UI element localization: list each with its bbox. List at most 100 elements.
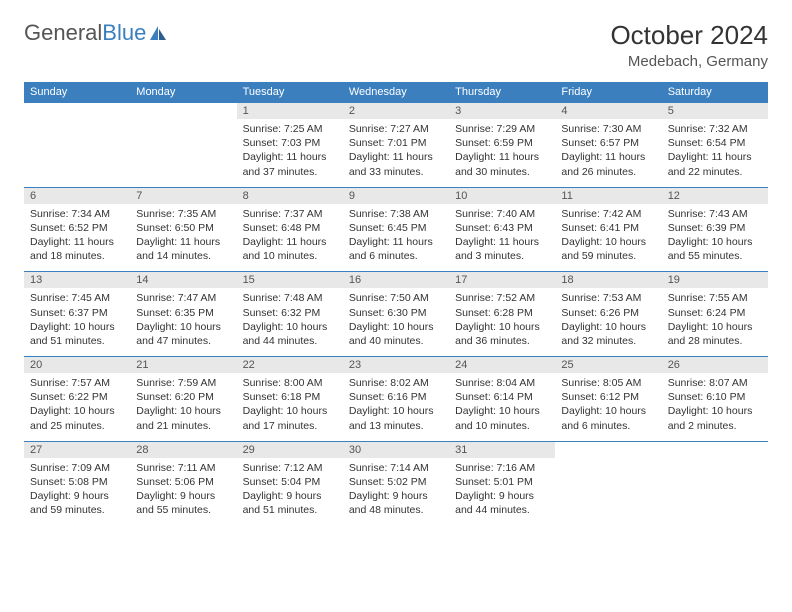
- day-body: Sunrise: 7:45 AMSunset: 6:37 PMDaylight:…: [24, 288, 130, 356]
- sunrise-line: Sunrise: 7:47 AM: [136, 291, 230, 305]
- sunrise-line: Sunrise: 7:45 AM: [30, 291, 124, 305]
- calendar-day: 5 Sunrise: 7:32 AMSunset: 6:54 PMDaylight…: [662, 103, 768, 188]
- sunset-line: Sunset: 6:12 PM: [561, 390, 655, 404]
- calendar-empty: [24, 103, 130, 188]
- day-body: Sunrise: 8:07 AMSunset: 6:10 PMDaylight:…: [662, 373, 768, 441]
- daylight-line: Daylight: 11 hours and 3 minutes.: [455, 235, 549, 263]
- day-number: 26: [662, 357, 768, 373]
- sunset-line: Sunset: 7:03 PM: [243, 136, 337, 150]
- day-number: 20: [24, 357, 130, 373]
- sunset-line: Sunset: 6:22 PM: [30, 390, 124, 404]
- sunrise-line: Sunrise: 7:48 AM: [243, 291, 337, 305]
- daylight-line: Daylight: 10 hours and 55 minutes.: [668, 235, 762, 263]
- calendar-day: 22Sunrise: 8:00 AMSunset: 6:18 PMDayligh…: [237, 357, 343, 442]
- day-body: Sunrise: 7:16 AMSunset: 5:01 PMDaylight:…: [449, 458, 555, 526]
- calendar-day: 7Sunrise: 7:35 AMSunset: 6:50 PMDaylight…: [130, 187, 236, 272]
- day-number: 27: [24, 442, 130, 458]
- calendar-row: 1Sunrise: 7:25 AMSunset: 7:03 PMDaylight…: [24, 103, 768, 188]
- calendar-day: 10Sunrise: 7:40 AMSunset: 6:43 PMDayligh…: [449, 187, 555, 272]
- sunrise-line: Sunrise: 7:35 AM: [136, 207, 230, 221]
- day-body: Sunrise: 7:09 AMSunset: 5:08 PMDaylight:…: [24, 458, 130, 526]
- day-number: 10: [449, 188, 555, 204]
- day-number: 3: [449, 103, 555, 119]
- day-number: 5: [662, 103, 768, 119]
- daylight-line: Daylight: 11 hours and 18 minutes.: [30, 235, 124, 263]
- day-number: 19: [662, 272, 768, 288]
- sunset-line: Sunset: 6:24 PM: [668, 306, 762, 320]
- calendar-day: 18Sunrise: 7:53 AMSunset: 6:26 PMDayligh…: [555, 272, 661, 357]
- daylight-line: Daylight: 10 hours and 51 minutes.: [30, 320, 124, 348]
- day-number: 18: [555, 272, 661, 288]
- sunrise-line: Sunrise: 7:55 AM: [668, 291, 762, 305]
- calendar-day: 26Sunrise: 8:07 AMSunset: 6:10 PMDayligh…: [662, 357, 768, 442]
- day-body: Sunrise: 7:55 AMSunset: 6:24 PMDaylight:…: [662, 288, 768, 356]
- sunset-line: Sunset: 6:32 PM: [243, 306, 337, 320]
- daylight-line: Daylight: 10 hours and 25 minutes.: [30, 404, 124, 432]
- weekday-header: Sunday: [24, 82, 130, 103]
- calendar-body: 1Sunrise: 7:25 AMSunset: 7:03 PMDaylight…: [24, 103, 768, 526]
- daylight-line: Daylight: 10 hours and 10 minutes.: [455, 404, 549, 432]
- title-block: October 2024 Medebach, Germany: [610, 20, 768, 70]
- calendar-row: 27Sunrise: 7:09 AMSunset: 5:08 PMDayligh…: [24, 441, 768, 525]
- day-body: Sunrise: 7:25 AMSunset: 7:03 PMDaylight:…: [237, 119, 343, 187]
- sunrise-line: Sunrise: 7:25 AM: [243, 122, 337, 136]
- daylight-line: Daylight: 10 hours and 17 minutes.: [243, 404, 337, 432]
- calendar-day: 17Sunrise: 7:52 AMSunset: 6:28 PMDayligh…: [449, 272, 555, 357]
- calendar-day: 19Sunrise: 7:55 AMSunset: 6:24 PMDayligh…: [662, 272, 768, 357]
- weekday-header: Monday: [130, 82, 236, 103]
- day-body: Sunrise: 7:14 AMSunset: 5:02 PMDaylight:…: [343, 458, 449, 526]
- calendar-empty: [662, 441, 768, 525]
- daylight-line: Daylight: 11 hours and 22 minutes.: [668, 150, 762, 178]
- weekday-header: Saturday: [662, 82, 768, 103]
- sunrise-line: Sunrise: 8:07 AM: [668, 376, 762, 390]
- calendar-day: 31Sunrise: 7:16 AMSunset: 5:01 PMDayligh…: [449, 441, 555, 525]
- sunset-line: Sunset: 6:54 PM: [668, 136, 762, 150]
- sunrise-line: Sunrise: 7:12 AM: [243, 461, 337, 475]
- day-body: Sunrise: 8:04 AMSunset: 6:14 PMDaylight:…: [449, 373, 555, 441]
- weekday-header: Friday: [555, 82, 661, 103]
- sunset-line: Sunset: 5:08 PM: [30, 475, 124, 489]
- daylight-line: Daylight: 10 hours and 36 minutes.: [455, 320, 549, 348]
- calendar-day: 30Sunrise: 7:14 AMSunset: 5:02 PMDayligh…: [343, 441, 449, 525]
- calendar-day: 8Sunrise: 7:37 AMSunset: 6:48 PMDaylight…: [237, 187, 343, 272]
- logo-sail-icon: [148, 24, 168, 42]
- sunrise-line: Sunrise: 7:59 AM: [136, 376, 230, 390]
- day-number: 2: [343, 103, 449, 119]
- daylight-line: Daylight: 10 hours and 44 minutes.: [243, 320, 337, 348]
- daylight-line: Daylight: 11 hours and 33 minutes.: [349, 150, 443, 178]
- sunrise-line: Sunrise: 7:38 AM: [349, 207, 443, 221]
- day-body: Sunrise: 7:38 AMSunset: 6:45 PMDaylight:…: [343, 204, 449, 272]
- logo: GeneralBlue: [24, 20, 168, 46]
- calendar-day: 14Sunrise: 7:47 AMSunset: 6:35 PMDayligh…: [130, 272, 236, 357]
- sunset-line: Sunset: 6:52 PM: [30, 221, 124, 235]
- day-number: 14: [130, 272, 236, 288]
- calendar-day: 11Sunrise: 7:42 AMSunset: 6:41 PMDayligh…: [555, 187, 661, 272]
- sunset-line: Sunset: 6:20 PM: [136, 390, 230, 404]
- day-number: 15: [237, 272, 343, 288]
- calendar-row: 13Sunrise: 7:45 AMSunset: 6:37 PMDayligh…: [24, 272, 768, 357]
- sunset-line: Sunset: 6:28 PM: [455, 306, 549, 320]
- sunrise-line: Sunrise: 8:04 AM: [455, 376, 549, 390]
- daylight-line: Daylight: 11 hours and 30 minutes.: [455, 150, 549, 178]
- day-body: Sunrise: 8:00 AMSunset: 6:18 PMDaylight:…: [237, 373, 343, 441]
- month-title: October 2024: [610, 20, 768, 51]
- calendar-day: 9Sunrise: 7:38 AMSunset: 6:45 PMDaylight…: [343, 187, 449, 272]
- sunset-line: Sunset: 6:45 PM: [349, 221, 443, 235]
- sunrise-line: Sunrise: 7:09 AM: [30, 461, 124, 475]
- sunrise-line: Sunrise: 7:53 AM: [561, 291, 655, 305]
- calendar-day: 13Sunrise: 7:45 AMSunset: 6:37 PMDayligh…: [24, 272, 130, 357]
- sunset-line: Sunset: 6:14 PM: [455, 390, 549, 404]
- daylight-line: Daylight: 11 hours and 14 minutes.: [136, 235, 230, 263]
- day-number: 7: [130, 188, 236, 204]
- daylight-line: Daylight: 10 hours and 32 minutes.: [561, 320, 655, 348]
- day-number: 22: [237, 357, 343, 373]
- sunrise-line: Sunrise: 7:34 AM: [30, 207, 124, 221]
- calendar-page: GeneralBlue October 2024 Medebach, Germa…: [0, 0, 792, 545]
- sunrise-line: Sunrise: 7:32 AM: [668, 122, 762, 136]
- sunset-line: Sunset: 6:57 PM: [561, 136, 655, 150]
- sunset-line: Sunset: 6:16 PM: [349, 390, 443, 404]
- day-number: 8: [237, 188, 343, 204]
- sunrise-line: Sunrise: 8:00 AM: [243, 376, 337, 390]
- sunset-line: Sunset: 5:02 PM: [349, 475, 443, 489]
- location: Medebach, Germany: [610, 53, 768, 70]
